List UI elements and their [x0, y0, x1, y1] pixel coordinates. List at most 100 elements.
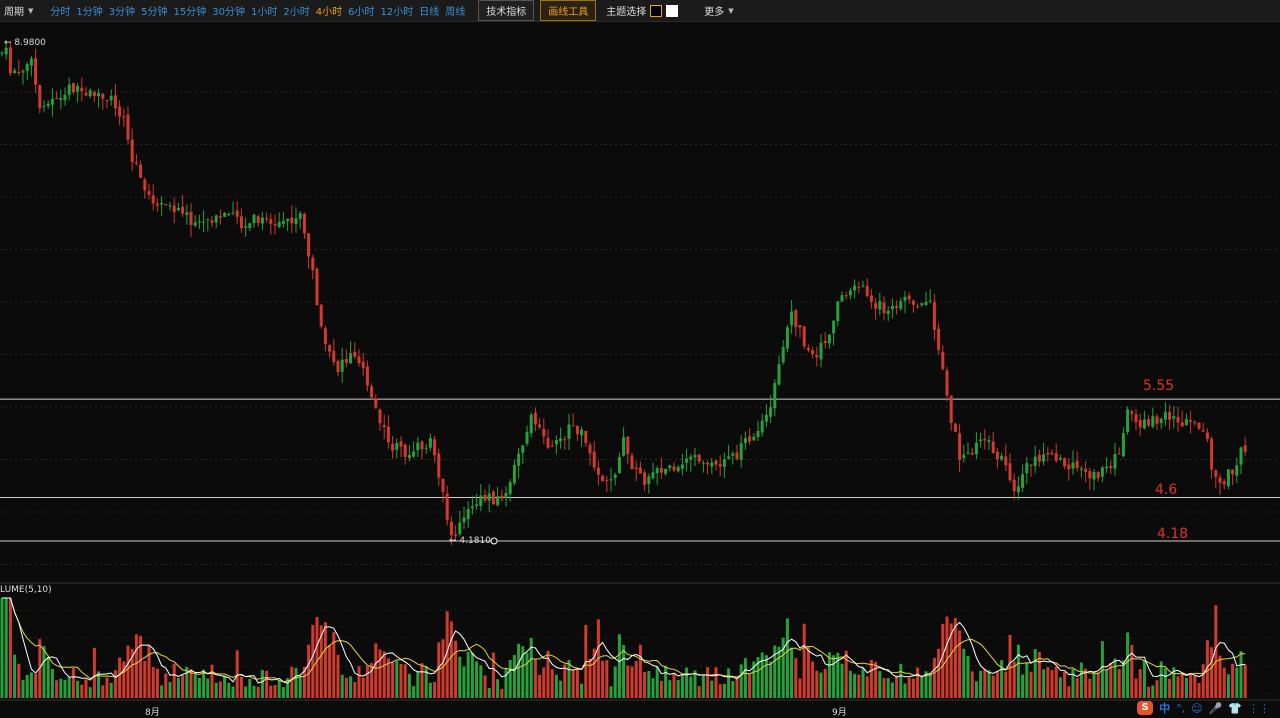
ime-lang-toggle[interactable]: 中	[1159, 702, 1171, 715]
theme-dark-swatch[interactable]	[650, 4, 663, 17]
candle-body	[361, 361, 365, 369]
candle-body	[626, 436, 630, 454]
candle-body	[407, 454, 411, 458]
more-dropdown[interactable]: 更多 ▼	[700, 3, 737, 19]
volume-bar	[1134, 678, 1138, 698]
period-option[interactable]: 15分钟	[173, 7, 207, 18]
candle-body	[710, 462, 714, 467]
period-dropdown[interactable]: 周期 ▼	[0, 3, 37, 19]
volume-bar	[139, 636, 143, 698]
candle-body	[693, 454, 697, 458]
volume-bar	[151, 666, 155, 698]
sogou-logo-icon[interactable]: S	[1137, 701, 1154, 715]
volume-bar	[395, 660, 399, 698]
candlestick-chart[interactable]	[0, 22, 1280, 718]
candle-body	[34, 58, 38, 85]
candle-body	[92, 91, 96, 97]
skin-icon[interactable]: 👕	[1228, 701, 1242, 715]
period-option[interactable]: 5分钟	[141, 7, 168, 18]
indicator-button[interactable]: 技术指标	[478, 0, 535, 21]
high-price-value: 8.9800	[14, 38, 46, 48]
candle-body	[458, 522, 462, 535]
candle-body	[676, 467, 680, 472]
volume-bar	[290, 666, 294, 698]
candle-body	[349, 353, 353, 364]
candle-body	[853, 285, 857, 291]
volume-bar	[101, 685, 105, 698]
volume-bar	[113, 670, 117, 698]
grid-icon[interactable]: ⋮⋮	[1248, 701, 1270, 715]
candle-body	[794, 310, 798, 327]
period-option[interactable]: 4小时	[315, 7, 343, 18]
candle-body	[80, 87, 84, 92]
candle-body	[433, 439, 437, 456]
volume-bar	[1130, 645, 1134, 698]
candle-body	[13, 70, 17, 74]
volume-bar	[1205, 640, 1209, 698]
candle-body	[718, 464, 722, 467]
volume-bar	[1163, 668, 1167, 698]
emoji-icon[interactable]: ☺	[1191, 701, 1203, 715]
volume-bar	[987, 670, 991, 698]
volume-bar	[1176, 676, 1180, 698]
period-option[interactable]: 6小时	[348, 7, 375, 18]
candle-body	[605, 480, 609, 482]
candle-body	[445, 493, 449, 521]
punctuation-icon[interactable]: °,	[1176, 701, 1186, 715]
volume-bar	[638, 644, 642, 698]
period-option[interactable]: 1小时	[250, 7, 278, 18]
period-option[interactable]: 分时	[50, 7, 71, 18]
volume-bar	[1054, 666, 1058, 698]
volume-bar	[794, 658, 798, 698]
volume-bar	[626, 665, 630, 698]
volume-bar	[378, 649, 382, 698]
volume-bar	[466, 651, 470, 698]
candle-body	[286, 218, 290, 222]
candle-body	[273, 224, 277, 226]
volume-bar	[462, 666, 466, 698]
volume-bar	[433, 681, 437, 698]
volume-bar	[924, 671, 928, 698]
volume-bar	[1151, 685, 1155, 698]
candle-body	[827, 334, 831, 344]
candle-body	[1134, 414, 1138, 423]
drawing-tool-button[interactable]: 画线工具	[540, 0, 597, 21]
volume-bar	[790, 647, 794, 698]
candle-body	[689, 456, 693, 460]
volume-bar	[554, 674, 558, 698]
volume-bar	[546, 650, 550, 698]
candle-body	[139, 164, 143, 178]
candle-body	[290, 217, 294, 224]
candle-body	[55, 98, 59, 100]
candle-body	[1117, 453, 1121, 455]
volume-bar	[907, 677, 911, 698]
period-option[interactable]: 12小时	[380, 7, 414, 18]
volume-bar	[718, 684, 722, 698]
period-option[interactable]: 30分钟	[212, 7, 245, 18]
candle-body	[937, 328, 941, 351]
candle-body	[550, 445, 554, 447]
volume-bar	[580, 683, 584, 698]
candle-body	[916, 306, 920, 308]
candle-body	[256, 216, 260, 223]
candle-body	[865, 285, 869, 297]
theme-light-swatch[interactable]	[666, 4, 679, 17]
microphone-icon[interactable]: 🎤	[1208, 701, 1223, 715]
candle-body	[781, 347, 785, 363]
period-option[interactable]: 2小时	[283, 7, 310, 18]
period-option[interactable]: 3分钟	[108, 7, 136, 18]
volume-bar	[756, 657, 760, 698]
period-option[interactable]: 周线	[445, 7, 466, 18]
volume-bar	[811, 661, 815, 698]
volume-bar	[844, 650, 848, 698]
candle-body	[748, 436, 752, 442]
candle-body	[88, 90, 92, 97]
volume-bar	[1201, 664, 1205, 698]
candle-body	[953, 423, 957, 432]
candle-body	[861, 285, 865, 287]
candle-body	[878, 301, 882, 310]
period-option[interactable]: 日线	[419, 7, 440, 18]
period-option[interactable]: 1分钟	[76, 7, 103, 18]
volume-bar	[928, 673, 932, 698]
candle-body	[844, 295, 848, 297]
